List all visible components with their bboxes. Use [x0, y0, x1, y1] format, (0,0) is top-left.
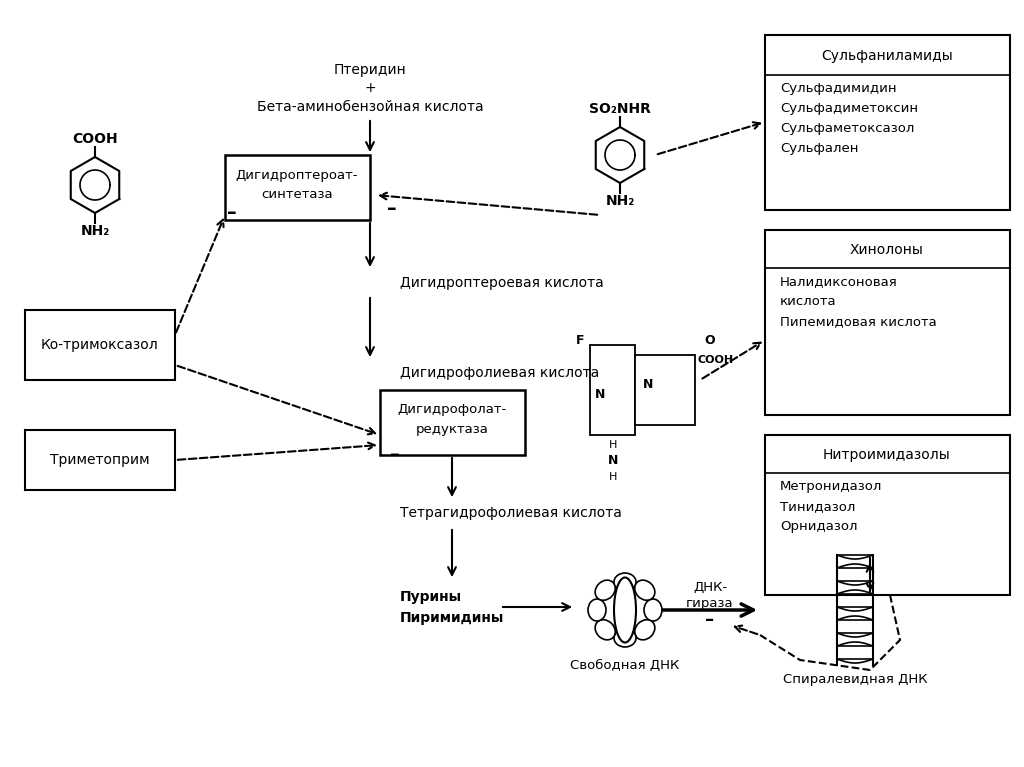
- Text: Налидиксоновая: Налидиксоновая: [780, 275, 898, 288]
- Text: F: F: [575, 334, 585, 347]
- Text: Сульфаниламиды: Сульфаниламиды: [821, 49, 953, 63]
- Text: Сульфаметоксазол: Сульфаметоксазол: [780, 122, 914, 135]
- Text: гираза: гираза: [686, 597, 734, 610]
- Text: H: H: [609, 472, 617, 482]
- Ellipse shape: [614, 578, 636, 643]
- Text: Ко-тримоксазол: Ко-тримоксазол: [41, 338, 159, 352]
- Bar: [25, 430, 175, 490]
- Text: –: –: [227, 202, 237, 222]
- Text: N: N: [608, 453, 618, 466]
- Text: Метронидазол: Метронидазол: [780, 480, 883, 493]
- Ellipse shape: [595, 620, 615, 640]
- Text: H: H: [609, 440, 617, 450]
- Ellipse shape: [614, 629, 636, 647]
- Text: –: –: [706, 611, 715, 629]
- Text: NH₂: NH₂: [605, 194, 635, 208]
- Text: Птеридин: Птеридин: [334, 63, 407, 77]
- Text: Дигидрофолат-: Дигидрофолат-: [397, 403, 507, 416]
- Bar: [765, 435, 1010, 595]
- Text: +: +: [365, 81, 376, 95]
- Text: NH₂: NH₂: [80, 224, 110, 238]
- Text: Сульфален: Сульфален: [780, 142, 858, 155]
- Text: Сульфадиметоксин: Сульфадиметоксин: [780, 102, 919, 115]
- Ellipse shape: [614, 573, 636, 591]
- Text: Пипемидовая кислота: Пипемидовая кислота: [780, 315, 937, 328]
- Ellipse shape: [595, 580, 615, 601]
- Text: Дигидроптероевая кислота: Дигидроптероевая кислота: [400, 276, 604, 290]
- Bar: [590, 345, 635, 435]
- Text: Пурины: Пурины: [400, 590, 462, 604]
- Text: COOH: COOH: [72, 132, 118, 146]
- Text: Сульфадимидин: Сульфадимидин: [780, 82, 897, 95]
- Text: –: –: [387, 199, 397, 218]
- Text: COOH: COOH: [698, 355, 734, 365]
- Text: N: N: [595, 389, 605, 401]
- Text: кислота: кислота: [780, 295, 837, 308]
- Bar: [765, 230, 1010, 415]
- Text: –: –: [390, 446, 399, 465]
- Text: Пиримидины: Пиримидины: [400, 611, 505, 625]
- Text: редуктаза: редуктаза: [416, 423, 488, 436]
- Text: Орнидазол: Орнидазол: [780, 520, 857, 533]
- Text: Нитроимидазолы: Нитроимидазолы: [823, 448, 951, 462]
- Ellipse shape: [635, 580, 655, 601]
- Text: Свободная ДНК: Свободная ДНК: [570, 659, 680, 671]
- Text: Дигидрофолиевая кислота: Дигидрофолиевая кислота: [400, 366, 599, 380]
- Ellipse shape: [588, 599, 606, 621]
- Bar: [635, 355, 695, 425]
- Bar: [380, 390, 525, 455]
- Text: Тинидазол: Тинидазол: [780, 500, 855, 513]
- Ellipse shape: [644, 599, 662, 621]
- Ellipse shape: [635, 620, 655, 640]
- Bar: [225, 155, 370, 220]
- Text: N: N: [643, 378, 653, 391]
- Text: Дигидроптероат-: Дигидроптероат-: [236, 169, 358, 182]
- Text: Спиралевидная ДНК: Спиралевидная ДНК: [782, 673, 928, 686]
- Bar: [25, 310, 175, 380]
- Text: Бета-аминобензойная кислота: Бета-аминобензойная кислота: [257, 100, 483, 114]
- Text: O: O: [705, 334, 716, 347]
- Text: Тетрагидрофолиевая кислота: Тетрагидрофолиевая кислота: [400, 506, 622, 520]
- Text: ДНК-: ДНК-: [693, 581, 727, 594]
- Text: синтетаза: синтетаза: [261, 189, 333, 202]
- Text: Триметоприм: Триметоприм: [50, 453, 150, 467]
- Bar: [765, 35, 1010, 210]
- Text: Хинолоны: Хинолоны: [850, 243, 924, 257]
- Text: SO₂NHR: SO₂NHR: [589, 102, 651, 116]
